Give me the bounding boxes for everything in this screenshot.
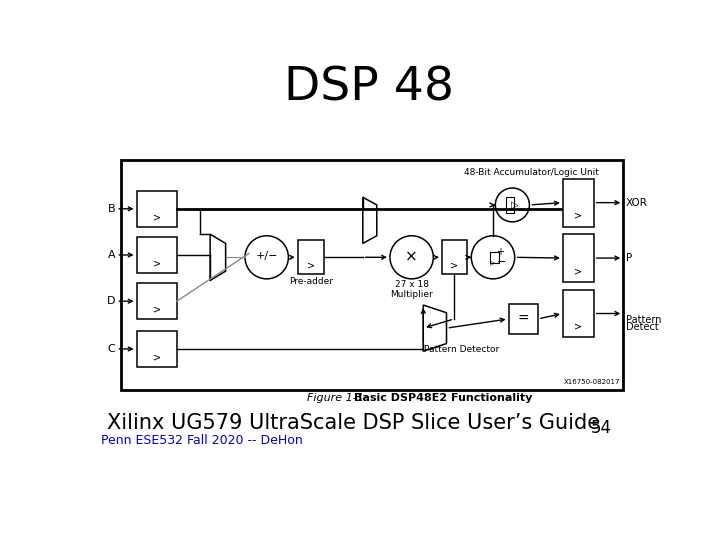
Text: A: A	[108, 250, 116, 260]
Text: 54: 54	[591, 419, 612, 437]
Text: B: B	[108, 204, 116, 214]
Circle shape	[245, 236, 289, 279]
Text: =: =	[518, 312, 529, 326]
Bar	[442, 240, 467, 274]
Text: Pre-adder: Pre-adder	[289, 278, 333, 286]
Text: >: >	[307, 260, 315, 270]
Text: >: >	[574, 266, 582, 276]
Text: +/−: +/−	[256, 251, 278, 261]
Text: >: >	[153, 305, 161, 315]
Text: C: C	[108, 344, 116, 354]
Text: X16750-082017: X16750-082017	[564, 379, 620, 385]
Text: Detect: Detect	[626, 322, 658, 332]
Text: >: >	[153, 353, 161, 362]
Bar	[137, 284, 177, 319]
Bar	[137, 331, 177, 367]
Text: >: >	[574, 211, 582, 221]
Text: >: >	[153, 212, 161, 222]
Bar	[506, 197, 514, 213]
Bar	[563, 179, 594, 226]
Text: Pattern Detector: Pattern Detector	[424, 345, 500, 354]
Text: >: >	[450, 260, 459, 270]
Text: −: −	[497, 257, 506, 267]
Circle shape	[472, 236, 515, 279]
Bar	[121, 160, 624, 390]
Text: P: P	[626, 253, 631, 263]
Polygon shape	[210, 234, 225, 280]
Text: >: >	[574, 322, 582, 332]
Text: Figure 1-1:: Figure 1-1:	[307, 393, 368, 403]
Bar	[297, 240, 324, 274]
Text: ▷: ▷	[511, 200, 518, 210]
Text: D: D	[107, 296, 116, 306]
Text: ▷: ▷	[490, 260, 495, 266]
Polygon shape	[363, 197, 377, 244]
Text: Pattern: Pattern	[626, 315, 661, 325]
Text: 48-Bit Accumulator/Logic Unit: 48-Bit Accumulator/Logic Unit	[464, 168, 599, 177]
Bar	[563, 289, 594, 338]
Text: Xilinx UG579 UltraScale DSP Slice User’s Guide: Xilinx UG579 UltraScale DSP Slice User’s…	[107, 413, 600, 433]
Bar	[508, 303, 538, 334]
Bar	[137, 237, 177, 273]
Bar	[137, 191, 177, 226]
Text: 27 x 18
Multiplier: 27 x 18 Multiplier	[390, 280, 433, 299]
Text: +: +	[496, 247, 504, 257]
Bar	[490, 252, 499, 262]
Text: ×: ×	[405, 250, 418, 265]
Circle shape	[495, 188, 529, 222]
Circle shape	[390, 236, 433, 279]
Text: Penn ESE532 Fall 2020 -- DeHon: Penn ESE532 Fall 2020 -- DeHon	[101, 434, 302, 447]
Text: >: >	[153, 259, 161, 268]
Bar	[563, 234, 594, 282]
Text: Basic DSP48E2 Functionality: Basic DSP48E2 Functionality	[354, 393, 532, 403]
Text: DSP 48: DSP 48	[284, 65, 454, 110]
Polygon shape	[423, 305, 446, 351]
Text: XOR: XOR	[626, 198, 647, 207]
